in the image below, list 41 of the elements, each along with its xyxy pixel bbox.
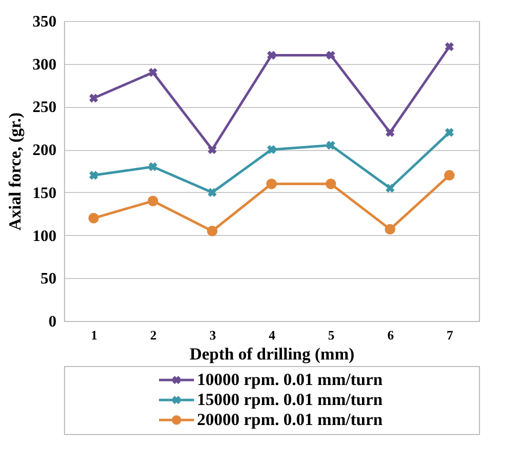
- x-tick-label: 6: [387, 328, 394, 342]
- y-tick-label: 350: [32, 14, 56, 30]
- y-tick-label: 100: [32, 228, 56, 245]
- x-tick-label: 1: [90, 328, 98, 342]
- point: [88, 212, 99, 224]
- y-axis-title: Axial force, (gr.): [6, 112, 24, 231]
- point: [208, 145, 217, 154]
- x-tick-label: 5: [328, 328, 336, 342]
- point: [267, 145, 276, 154]
- point: [208, 188, 217, 197]
- point: [326, 178, 336, 190]
- point: [266, 178, 277, 190]
- point: [89, 170, 98, 180]
- point: [89, 94, 98, 103]
- x-tick-label: 2: [150, 328, 157, 342]
- point: [444, 128, 454, 137]
- y-tick-label: 150: [32, 184, 56, 202]
- x-tick-label: 4: [268, 328, 276, 342]
- point: [206, 226, 218, 236]
- point: [148, 196, 158, 206]
- legend-label: 20000 rpm. 0.01 mm/turn: [197, 410, 384, 429]
- point: [386, 184, 394, 193]
- point: [148, 68, 158, 77]
- x-axis-title: Depth of drilling (mm): [190, 344, 354, 364]
- x-tick-label: 7: [446, 328, 454, 342]
- y-tick-label: 300: [32, 56, 56, 74]
- y-tick-label: 0: [48, 314, 56, 330]
- point: [386, 128, 394, 137]
- point: [444, 170, 455, 181]
- point: [444, 42, 454, 52]
- point: [148, 162, 158, 172]
- y-tick-label: 250: [32, 99, 56, 116]
- point: [326, 50, 336, 60]
- point: [384, 224, 396, 235]
- y-tick-label: 50: [40, 270, 56, 288]
- x-tick-label: 3: [209, 328, 216, 342]
- point: [326, 140, 336, 150]
- point: [267, 50, 276, 60]
- legend-label: 10000 rpm. 0.01 mm/turn: [197, 370, 384, 389]
- y-tick-label: 200: [32, 142, 56, 160]
- legend-label: 15000 rpm. 0.01 mm/turn: [197, 390, 384, 409]
